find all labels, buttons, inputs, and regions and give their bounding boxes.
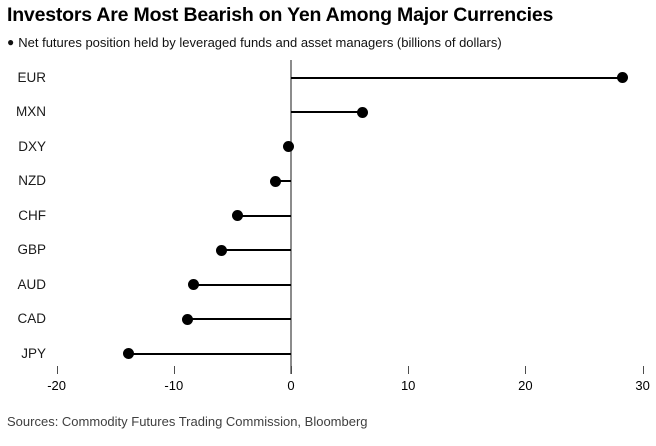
zero-axis-line: [290, 60, 292, 374]
lollipop-stem-cad: [187, 318, 291, 320]
x-axis-tick-0: [291, 366, 292, 374]
lollipop-stem-chf: [237, 214, 291, 217]
x-axis-tick-label--10: -10: [164, 378, 184, 393]
lollipop-stem-nzd: [275, 180, 291, 182]
data-point-jpy: [122, 348, 134, 359]
x-axis-tick-label-10: 10: [400, 378, 416, 393]
category-label-chf: CHF: [18, 207, 46, 223]
data-point-eur: [617, 72, 629, 83]
category-label-nzd: NZD: [18, 173, 46, 188]
lollipop-chart: EUR MXN DXY NZD CHF GBP AUD CAD JPY -20 -10 0 10 20 3…: [16, 60, 650, 393]
x-axis-tick-label-0: 0: [287, 378, 295, 393]
data-point-aud: [188, 279, 200, 290]
category-label-gbp: GBP: [17, 242, 46, 257]
bullet-icon: ●: [7, 35, 15, 49]
lollipop-stem-jpy: [128, 352, 291, 355]
lollipop-stem-aud: [193, 283, 291, 286]
chart-subtitle: ● Net futures position held by leveraged …: [7, 35, 502, 50]
data-point-nzd: [270, 175, 282, 187]
category-label-eur: EUR: [17, 69, 46, 85]
data-point-cad: [182, 313, 194, 325]
chart-title: Investors Are Most Bearish on Yen Among …: [7, 4, 554, 26]
source-note: Sources: Commodity Futures Trading Commi…: [7, 414, 368, 429]
data-point-gbp: [216, 244, 228, 256]
lollipop-stem-gbp: [221, 249, 291, 251]
x-axis-tick--20: [56, 366, 58, 374]
category-label-dxy: DXY: [18, 138, 46, 154]
x-axis-tick--10: [173, 366, 175, 374]
x-axis-tick-label-20: 20: [518, 378, 533, 393]
data-point-mxn: [356, 106, 368, 118]
category-label-jpy: JPY: [21, 345, 46, 361]
data-point-chf: [231, 210, 243, 221]
x-axis-tick-10: [408, 366, 410, 374]
x-axis-tick-label-30: 30: [635, 378, 650, 393]
x-axis-tick-20: [525, 366, 527, 374]
category-label-cad: CAD: [17, 311, 46, 326]
category-label-aud: AUD: [17, 276, 46, 292]
lollipop-stem-eur: [291, 76, 623, 79]
data-point-dxy: [283, 141, 295, 152]
x-axis-tick-30: [642, 366, 644, 374]
category-label-mxn: MXN: [16, 104, 46, 119]
chart-subtitle-text: Net futures position held by leveraged f…: [18, 35, 502, 50]
lollipop-stem-mxn: [291, 111, 363, 113]
x-axis-tick-label--20: -20: [47, 378, 66, 393]
